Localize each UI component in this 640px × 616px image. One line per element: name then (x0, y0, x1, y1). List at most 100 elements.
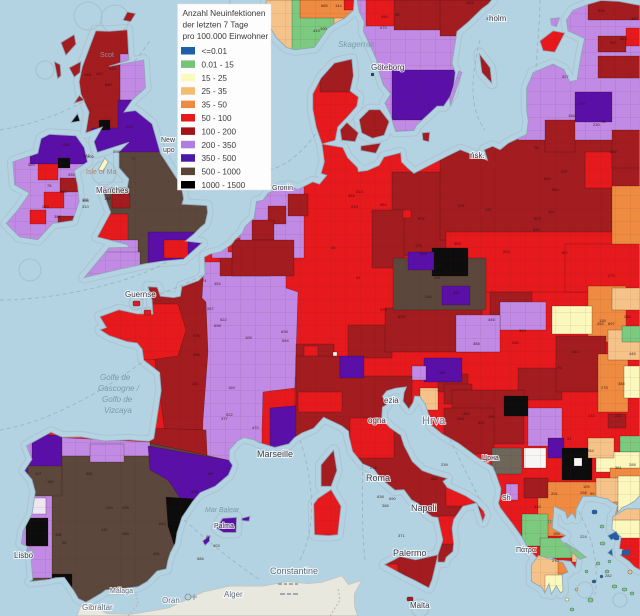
svg-text:350 - 500: 350 - 500 (202, 154, 237, 163)
svg-text:533: 533 (109, 66, 116, 71)
svg-text:672: 672 (418, 216, 425, 221)
svg-text:497: 497 (453, 290, 460, 295)
svg-text:Guernse: Guernse (125, 290, 156, 299)
svg-text:388: 388 (618, 381, 625, 386)
svg-text:201: 201 (458, 203, 465, 208)
svg-text:Napoli: Napoli (411, 503, 437, 513)
svg-text:698: 698 (281, 329, 288, 334)
svg-text:117: 117 (35, 471, 42, 476)
svg-text:15 - 25: 15 - 25 (202, 74, 228, 83)
svg-text:538: 538 (63, 142, 70, 147)
svg-text:100 - 200: 100 - 200 (202, 127, 237, 136)
svg-text:279: 279 (578, 101, 585, 106)
svg-text:279: 279 (608, 273, 615, 278)
svg-text:543: 543 (572, 349, 579, 354)
svg-text:78: 78 (534, 145, 539, 150)
svg-text:543: 543 (620, 36, 627, 41)
svg-text:384: 384 (54, 214, 61, 219)
svg-text:upo: upo (163, 147, 175, 154)
svg-text:142: 142 (101, 527, 108, 532)
svg-text:448: 448 (84, 72, 91, 77)
svg-text:419: 419 (313, 28, 320, 33)
svg-text:694: 694 (282, 338, 289, 343)
svg-text:533: 533 (503, 249, 510, 254)
svg-text:35 - 50: 35 - 50 (202, 101, 228, 110)
svg-text:324: 324 (519, 328, 526, 333)
svg-text:Skagerrak: Skagerrak (338, 40, 375, 49)
svg-text:180: 180 (47, 479, 54, 484)
svg-text:361: 361 (615, 465, 622, 470)
svg-text:76: 76 (601, 119, 606, 124)
svg-text:513: 513 (356, 189, 363, 194)
svg-text:35: 35 (395, 12, 400, 17)
svg-text:100: 100 (320, 26, 327, 31)
svg-text:527: 527 (562, 74, 569, 79)
svg-text:1000 - 1500: 1000 - 1500 (202, 181, 246, 190)
svg-text:209: 209 (610, 149, 617, 154)
svg-text:536: 536 (598, 8, 605, 13)
svg-text:31: 31 (567, 436, 572, 441)
svg-text:109: 109 (245, 335, 252, 340)
svg-text:297: 297 (561, 169, 568, 174)
svg-text:377: 377 (221, 416, 228, 421)
svg-text:492: 492 (463, 411, 470, 416)
svg-text:528: 528 (420, 251, 427, 256)
svg-text:522: 522 (220, 317, 227, 322)
svg-text:194: 194 (207, 471, 214, 476)
svg-text:201: 201 (551, 491, 558, 496)
svg-text:503: 503 (534, 216, 541, 221)
svg-text:Alger: Alger (224, 590, 243, 599)
svg-text:335: 335 (193, 352, 200, 357)
svg-text:263: 263 (42, 204, 49, 209)
svg-text:78: 78 (47, 183, 52, 188)
svg-text:79: 79 (557, 365, 562, 370)
svg-text:Gronin: Gronin (272, 185, 293, 192)
svg-text:366: 366 (382, 503, 389, 508)
svg-text:500 - 1000: 500 - 1000 (202, 168, 242, 177)
svg-text:Golfo de: Golfo de (102, 395, 133, 404)
svg-text:Црна: Црна (482, 455, 499, 462)
svg-text:118: 118 (55, 532, 62, 537)
svg-text:470: 470 (252, 425, 259, 430)
svg-text:Sh: Sh (502, 495, 511, 502)
svg-text:310: 310 (82, 204, 89, 209)
svg-text:Scot: Scot (100, 52, 114, 59)
svg-text:172: 172 (588, 413, 595, 418)
svg-text:77: 77 (131, 156, 136, 161)
svg-text:230: 230 (593, 122, 600, 127)
svg-text:ogna: ogna (368, 416, 386, 425)
svg-text:522: 522 (60, 189, 67, 194)
svg-text:335: 335 (68, 172, 75, 177)
svg-text:246: 246 (425, 294, 432, 299)
svg-text:248: 248 (457, 416, 464, 421)
svg-text:446: 446 (488, 317, 495, 322)
svg-text:679: 679 (380, 25, 387, 30)
svg-text:196: 196 (553, 531, 560, 536)
svg-text:442: 442 (96, 71, 103, 76)
svg-text:630: 630 (398, 314, 405, 319)
svg-text:Gibraltar: Gibraltar (82, 603, 113, 612)
svg-text:638: 638 (377, 494, 384, 499)
svg-text:690: 690 (389, 496, 396, 501)
svg-text:105: 105 (583, 484, 590, 489)
svg-text:527: 527 (610, 40, 617, 45)
svg-text:698: 698 (214, 323, 221, 328)
svg-text:Vizcaya: Vizcaya (104, 406, 132, 415)
svg-text:541: 541 (565, 471, 572, 476)
svg-text:509: 509 (454, 241, 461, 246)
svg-text:ezia: ezia (384, 396, 399, 405)
svg-text:200 - 350: 200 - 350 (202, 141, 237, 150)
svg-text:86: 86 (206, 534, 211, 539)
svg-text:99: 99 (590, 491, 595, 496)
svg-text:Constantine: Constantine (270, 566, 318, 576)
svg-text:285: 285 (624, 314, 631, 319)
svg-text:378: 378 (380, 307, 387, 312)
svg-text:576: 576 (193, 333, 200, 338)
svg-text:388: 388 (473, 341, 480, 346)
svg-text:Marseille: Marseille (257, 449, 293, 459)
svg-text:359: 359 (369, 475, 376, 480)
svg-text:240: 240 (126, 124, 133, 129)
svg-text:445: 445 (629, 351, 636, 356)
svg-text:680: 680 (105, 82, 112, 87)
svg-text:<=0.01: <=0.01 (202, 47, 228, 56)
